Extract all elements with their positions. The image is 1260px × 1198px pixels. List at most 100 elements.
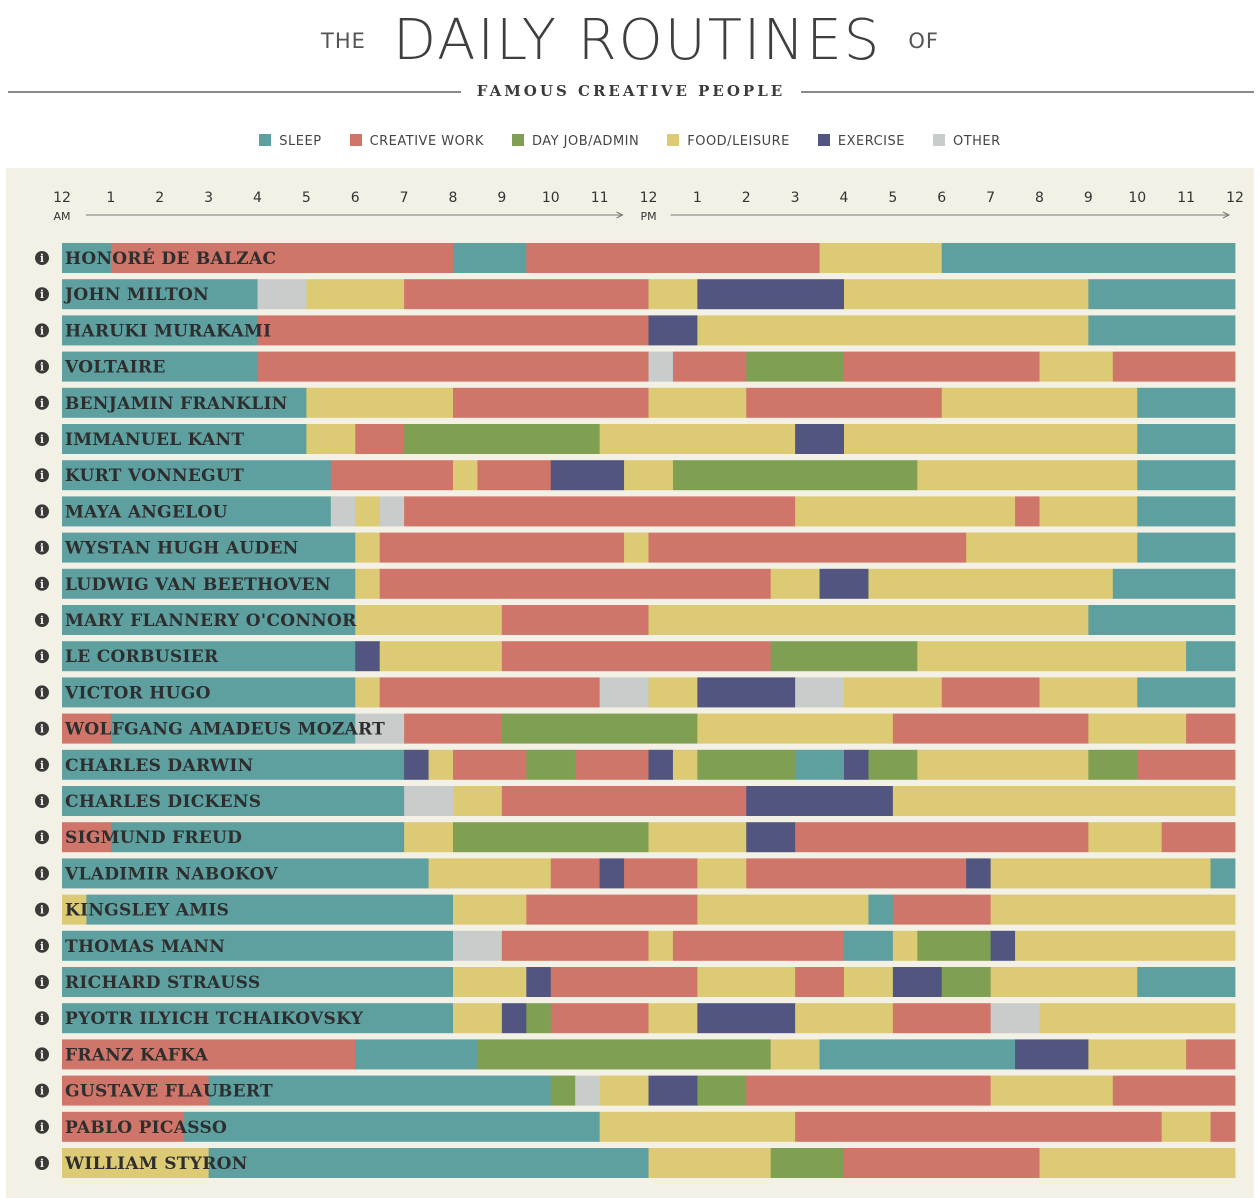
row-label: FRANZ KAFKA: [65, 1045, 209, 1065]
segment-creative: [1161, 822, 1236, 853]
info-icon: [35, 540, 49, 555]
row-13: i WOLFGANG AMADEUS MOZART: [35, 713, 1236, 744]
segment-creative: [477, 460, 552, 491]
segment-food: [62, 894, 87, 925]
info-icon-glyph: i: [40, 433, 44, 446]
segment-exercise: [746, 822, 796, 853]
row-7: i MAYA ANGELOU: [35, 496, 1236, 527]
segment-dayjob: [501, 713, 698, 744]
x-tick-label: 11: [591, 190, 609, 206]
row-label: PYOTR ILYICH TCHAIKOVSKY: [65, 1009, 364, 1029]
segment-sleep: [62, 532, 356, 563]
info-icon-glyph: i: [40, 650, 44, 663]
info-icon: [35, 468, 49, 483]
segment-food: [892, 930, 918, 961]
info-icon: [35, 323, 49, 338]
info-icon-glyph: i: [40, 1012, 44, 1025]
segment-food: [795, 1003, 894, 1034]
segment-food: [355, 532, 381, 563]
subtitle-text: FAMOUS CREATIVE PEOPLE: [460, 82, 802, 100]
info-icon: [35, 975, 49, 989]
row-23: i GUSTAVE FLAUBERT: [35, 1075, 1236, 1106]
row-label: BENJAMIN FRANKLIN: [65, 394, 288, 414]
segment-sleep: [208, 1148, 649, 1178]
segment-food: [1039, 1003, 1236, 1034]
chart-panel: 12 1 2 3 4 5 6 7 8 9 10 11 12 1 2 3 4 5 6 7 8 9 10 11 12 AM PM i HON…: [6, 168, 1254, 1198]
legend-item-sleep: SLEEP: [259, 134, 321, 149]
x-tick-label: 4: [253, 190, 262, 206]
segment-sleep: [1137, 460, 1236, 491]
segment-creative: [110, 243, 454, 273]
info-icon-glyph: i: [40, 686, 44, 699]
legend-swatch: [667, 134, 680, 146]
info-icon: [35, 1047, 49, 1062]
segment-other: [355, 713, 405, 744]
info-icon: [35, 649, 49, 664]
segment-creative: [62, 1039, 356, 1070]
row-label: SIGMUND FREUD: [65, 828, 242, 848]
info-icon: [35, 251, 49, 265]
segment-creative: [404, 279, 649, 310]
segment-exercise: [990, 930, 1016, 961]
info-icon: [35, 504, 49, 519]
segment-dayjob: [770, 641, 918, 672]
legend-item-exercise: EXERCISE: [817, 134, 905, 149]
segment-food: [599, 1111, 796, 1142]
info-icon: [35, 830, 49, 845]
segment-food: [624, 532, 649, 563]
subtitle: FAMOUS CREATIVE PEOPLE: [8, 82, 1254, 100]
row-label: WYSTAN HUGH AUDEN: [64, 539, 299, 559]
segment-dayjob: [941, 967, 992, 997]
legend-label: SLEEP: [279, 134, 322, 149]
row-22: i FRANZ KAFKA: [35, 1039, 1236, 1070]
segment-dayjob: [697, 749, 796, 780]
segment-creative: [672, 351, 747, 382]
segment-sleep: [62, 749, 405, 780]
info-icon-glyph: i: [40, 1048, 44, 1061]
info-icon: [35, 1156, 49, 1170]
info-icon-glyph: i: [40, 940, 44, 953]
row-1: i JOHN MILTON: [35, 279, 1236, 310]
info-icon: [35, 1083, 49, 1098]
info-icon-glyph: i: [40, 469, 44, 482]
segment-creative: [672, 930, 845, 961]
segment-creative: [355, 424, 405, 454]
legend-label: OTHER: [952, 134, 1001, 149]
segment-exercise: [697, 677, 796, 708]
segment-sleep: [62, 786, 405, 816]
segment-creative: [795, 1111, 1163, 1142]
segment-creative: [1186, 713, 1236, 744]
segment-dayjob: [526, 749, 576, 780]
segment-sleep: [1210, 858, 1236, 889]
segment-sleep: [1137, 967, 1236, 997]
x-tick-label: 9: [497, 190, 506, 206]
segment-food: [1039, 351, 1114, 382]
segment-food: [672, 749, 698, 780]
title-prefix: THE: [321, 28, 366, 53]
segment-creative: [379, 532, 625, 563]
segment-food: [844, 677, 943, 708]
segment-other: [599, 677, 649, 708]
segment-creative: [624, 858, 698, 889]
segment-creative: [575, 749, 649, 780]
segment-food: [917, 749, 1089, 780]
segment-food: [990, 858, 1211, 889]
x-tick-label: 1: [106, 190, 115, 206]
segment-food: [770, 568, 820, 599]
row-17: i VLADIMIR NABOKOV: [35, 858, 1236, 889]
segment-sleep: [1137, 677, 1236, 708]
segment-creative: [648, 532, 967, 563]
segment-food: [990, 967, 1138, 997]
segment-creative: [892, 713, 1089, 744]
segment-sleep: [1137, 496, 1236, 527]
row-12: i VICTOR HUGO: [35, 677, 1236, 708]
row-24: i PABLO PICASSO: [35, 1111, 1236, 1142]
segment-other: [453, 930, 503, 961]
segment-sleep: [355, 1039, 478, 1070]
row-label: KURT VONNEGUT: [65, 466, 244, 486]
segment-dayjob: [770, 1148, 845, 1178]
info-icon-glyph: i: [40, 904, 44, 917]
info-icon: [35, 613, 49, 627]
segment-exercise: [550, 460, 625, 491]
